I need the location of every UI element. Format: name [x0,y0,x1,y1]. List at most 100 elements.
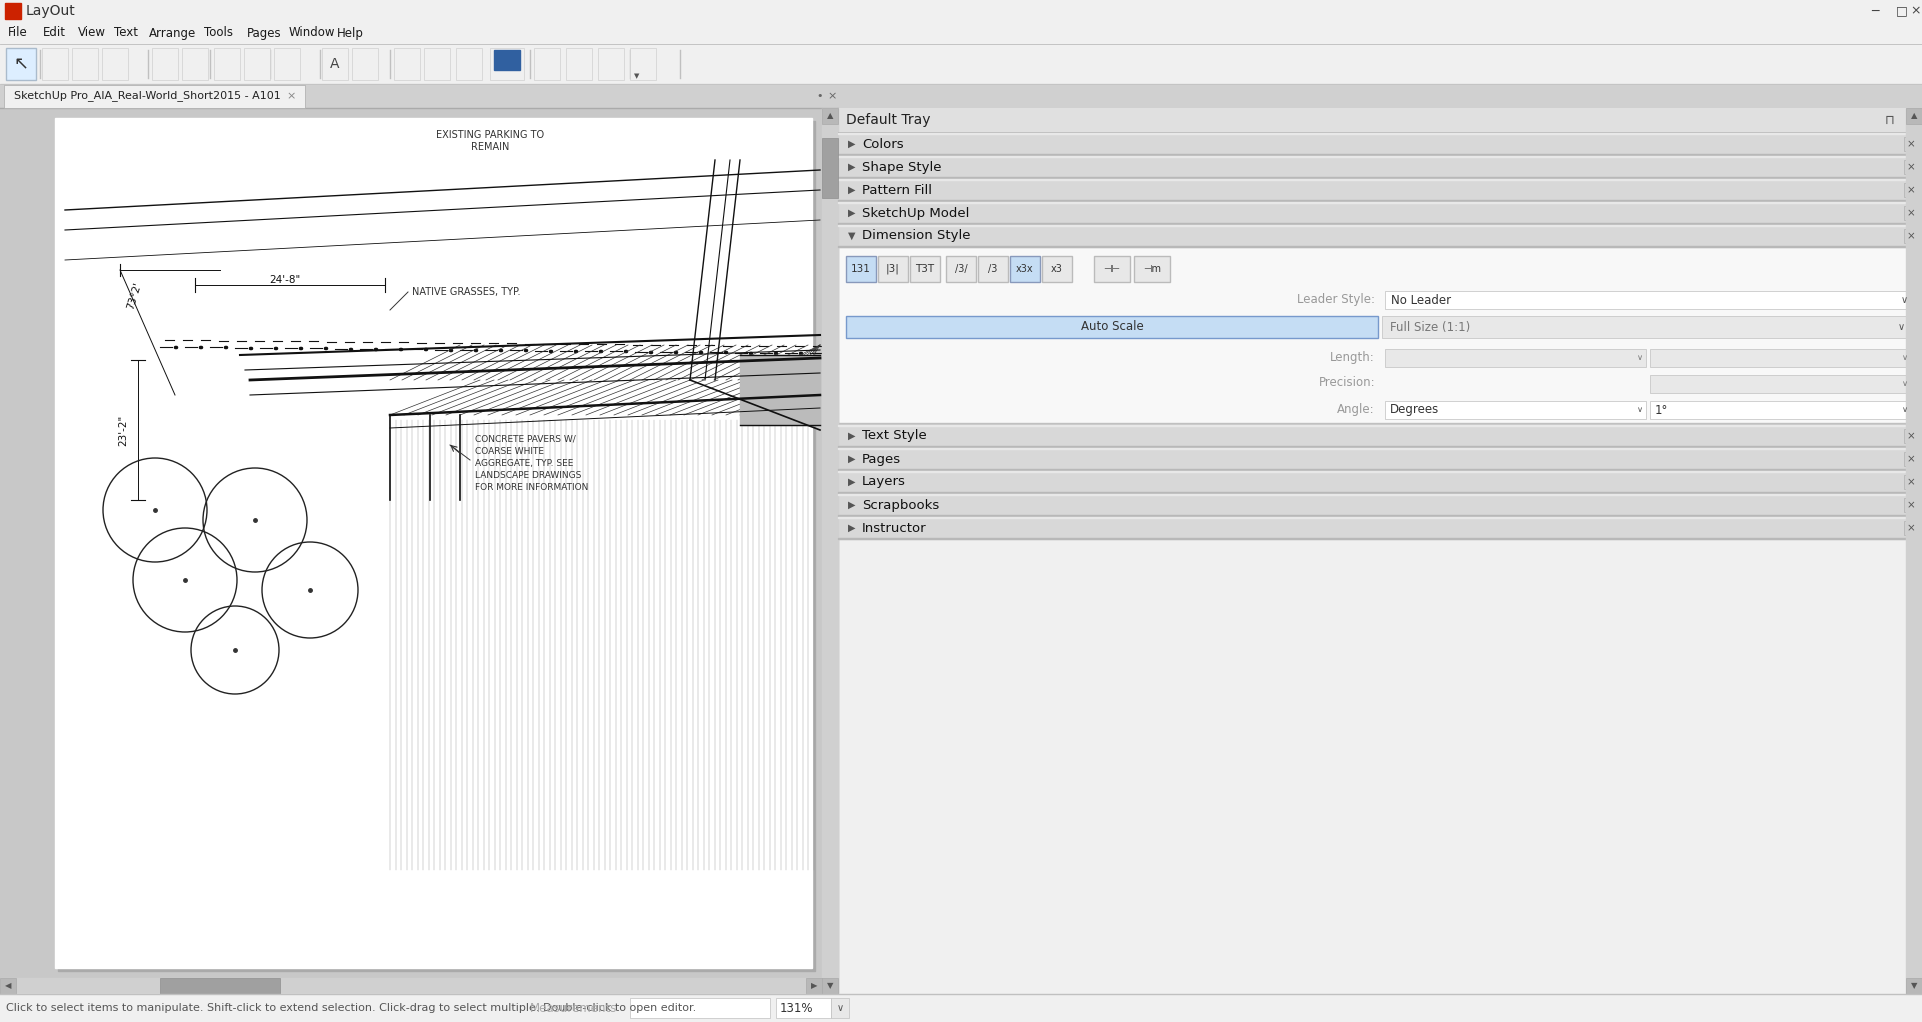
Text: T3T: T3T [915,264,934,274]
Text: 24'-8": 24'-8" [269,275,300,285]
Text: ▶: ▶ [848,139,855,149]
Text: Auto Scale: Auto Scale [1080,321,1144,333]
Text: ×: × [1907,208,1916,218]
Text: 73°2': 73°2' [125,281,142,311]
Text: ▼: ▼ [1910,981,1918,990]
Text: 131: 131 [851,264,871,274]
Bar [740,355,821,425]
Text: Colors: Colors [861,138,903,150]
Text: ×: × [826,91,836,101]
Bar [978,256,1007,282]
Bar [1907,108,1922,124]
Text: ▶: ▶ [848,431,855,442]
Text: LayOut: LayOut [27,4,75,18]
Bar [838,202,1922,224]
Text: Full Size (1:1): Full Size (1:1) [1390,321,1470,333]
Bar [0,108,838,994]
Bar [4,85,306,108]
Text: Length:: Length: [1330,351,1374,364]
Bar [71,48,98,80]
Text: 23'-2": 23'-2" [117,414,129,446]
Bar [1905,452,1918,466]
Bar [946,256,976,282]
Text: COARSE WHITE: COARSE WHITE [475,447,544,456]
Bar [838,179,1922,201]
Bar [102,48,129,80]
Bar [846,256,876,282]
Bar [630,48,655,80]
Text: x3x: x3x [1017,264,1034,274]
Text: ▲: ▲ [1910,111,1918,121]
Bar [1907,978,1922,994]
Text: EXISTING PARKING TO: EXISTING PARKING TO [436,130,544,140]
Bar [1386,291,1912,309]
Text: ▶: ▶ [811,981,817,990]
Bar [1905,206,1918,220]
Text: ×: × [1907,231,1916,241]
Bar [878,256,907,282]
Text: ×: × [1907,113,1918,127]
Text: ⊣⊢: ⊣⊢ [1103,264,1121,274]
Text: ▼: ▼ [848,231,855,241]
Text: ×: × [1907,185,1916,195]
Text: ×: × [1907,139,1916,149]
Bar [275,48,300,80]
Bar [1905,183,1918,197]
Bar [456,48,482,80]
Text: ∨: ∨ [1903,354,1909,363]
Bar [352,48,379,80]
Bar [1009,256,1040,282]
Text: ×: × [1907,162,1916,172]
Text: ×: × [286,91,296,101]
Bar [0,994,1922,1022]
Bar [909,256,940,282]
Bar [1386,349,1645,367]
Text: REMAIN: REMAIN [471,142,509,152]
Bar [1382,316,1909,338]
Bar [183,48,208,80]
Text: Text Style: Text Style [861,429,926,443]
Text: View: View [79,27,106,40]
Text: File: File [8,27,27,40]
Bar [394,48,421,80]
Text: ×: × [1907,454,1916,464]
Bar [0,84,1922,108]
Text: Help: Help [336,27,363,40]
Text: ▶: ▶ [848,162,855,172]
Text: ∨: ∨ [1638,406,1643,415]
Text: No Leader: No Leader [1392,293,1451,307]
Bar [1905,498,1918,512]
Bar [494,50,521,69]
Bar [0,978,15,994]
Text: ▶: ▶ [848,523,855,533]
Text: Pages: Pages [246,27,281,40]
Text: ─: ─ [1872,4,1878,17]
Bar [0,22,1922,44]
Bar [630,998,771,1018]
Bar [152,48,179,80]
Text: ▼: ▼ [634,73,640,79]
Text: Instructor: Instructor [861,521,926,535]
Text: ∨: ∨ [1903,406,1909,415]
Bar [838,517,1922,539]
Text: Precision:: Precision: [1318,376,1374,389]
Bar [565,48,592,80]
Text: •: • [817,91,823,101]
Bar [838,156,1922,178]
Text: ▶: ▶ [848,500,855,510]
Bar [1649,349,1910,367]
Text: LANDSCAPE DRAWINGS: LANDSCAPE DRAWINGS [475,471,580,480]
Text: Angle:: Angle: [1338,403,1374,416]
Text: ∨: ∨ [1897,322,1905,332]
Bar [213,48,240,80]
Text: |3|: |3| [886,264,899,274]
Text: ×: × [1910,4,1922,17]
Text: x3: x3 [1051,264,1063,274]
Bar [830,998,850,1018]
Text: /3: /3 [988,264,998,274]
Text: Edit: Edit [42,27,65,40]
Text: ▼: ▼ [826,981,834,990]
Bar [425,48,450,80]
Bar [823,978,838,994]
Bar [1905,160,1918,174]
